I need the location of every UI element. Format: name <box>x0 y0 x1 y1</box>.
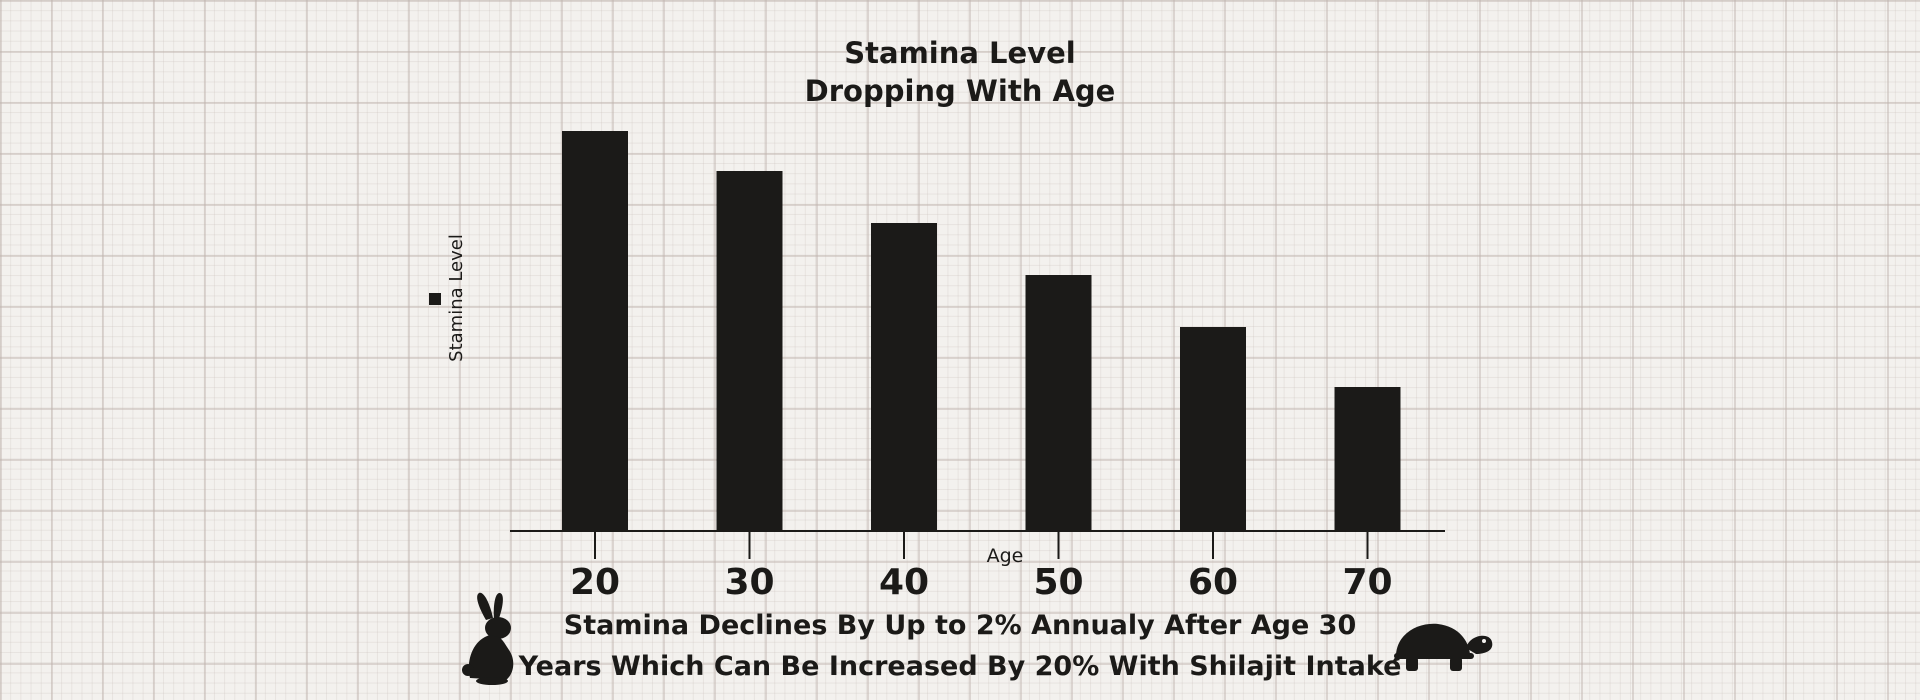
x-tick-label-60: 60 <box>1188 562 1238 603</box>
footer-line-2: Years Which Can Be Increased By 20% With… <box>518 651 1402 682</box>
bar-50 <box>1025 275 1092 531</box>
x-tick-label-20: 20 <box>570 562 620 603</box>
legend-label: Stamina Level <box>446 234 467 362</box>
x-axis-label: Age <box>987 545 1024 567</box>
x-tick-label-50: 50 <box>1033 562 1083 603</box>
bar-70 <box>1334 387 1401 531</box>
x-tick-label-70: 70 <box>1342 562 1392 603</box>
bar-40 <box>871 223 937 531</box>
rabbit-icon <box>462 592 514 685</box>
bar-20 <box>562 131 628 531</box>
x-tick-label-30: 30 <box>724 562 774 603</box>
bar-30 <box>716 171 783 531</box>
chart-title-line-1: Stamina Level <box>844 36 1076 70</box>
tortoise-icon <box>1392 623 1493 671</box>
x-tick-label-40: 40 <box>879 562 929 603</box>
footer-line-1: Stamina Declines By Up to 2% Annualy Aft… <box>563 610 1357 641</box>
legend-swatch <box>429 293 441 305</box>
chart-title-line-2: Dropping With Age <box>804 74 1116 108</box>
bar-60 <box>1180 327 1246 531</box>
